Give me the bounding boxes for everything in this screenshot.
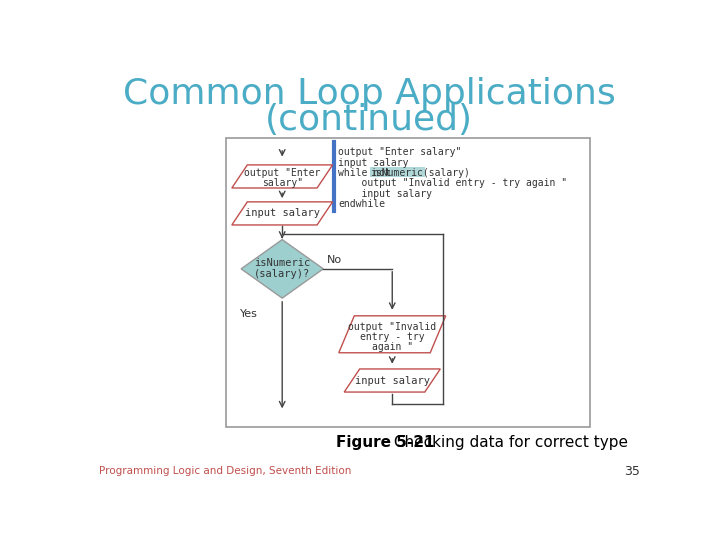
- Text: output "Enter salary": output "Enter salary": [338, 147, 462, 157]
- Polygon shape: [344, 369, 441, 392]
- Text: Figure 5-21: Figure 5-21: [336, 435, 435, 450]
- Text: Yes: Yes: [240, 308, 258, 319]
- Text: output "Enter: output "Enter: [244, 168, 320, 178]
- Text: salary": salary": [261, 178, 303, 187]
- Text: Programming Logic and Design, Seventh Edition: Programming Logic and Design, Seventh Ed…: [99, 467, 351, 476]
- Polygon shape: [339, 316, 446, 353]
- Text: Checking data for correct type: Checking data for correct type: [389, 435, 628, 450]
- Text: isNumeric(salary): isNumeric(salary): [370, 168, 470, 178]
- Polygon shape: [232, 165, 333, 188]
- Text: input salary: input salary: [245, 208, 320, 218]
- Text: (continued): (continued): [265, 103, 473, 137]
- Bar: [225, 138, 590, 427]
- Text: input salary: input salary: [338, 189, 432, 199]
- Text: (salary)?: (salary)?: [254, 269, 310, 279]
- Polygon shape: [241, 240, 323, 298]
- Text: output "Invalid: output "Invalid: [348, 322, 436, 332]
- Text: entry - try: entry - try: [360, 332, 425, 342]
- Text: No: No: [326, 255, 341, 265]
- Text: Common Loop Applications: Common Loop Applications: [122, 77, 616, 111]
- Text: while not: while not: [338, 168, 397, 178]
- Polygon shape: [232, 202, 333, 225]
- Text: input salary: input salary: [355, 375, 430, 386]
- Text: again ": again ": [372, 342, 413, 352]
- Text: output "Invalid entry - try again ": output "Invalid entry - try again ": [338, 178, 567, 188]
- Text: endwhile: endwhile: [338, 199, 385, 209]
- Text: isNumeric: isNumeric: [254, 259, 310, 268]
- Text: 35: 35: [624, 465, 640, 478]
- Text: input salary: input salary: [338, 158, 408, 167]
- Bar: [370, 167, 425, 177]
